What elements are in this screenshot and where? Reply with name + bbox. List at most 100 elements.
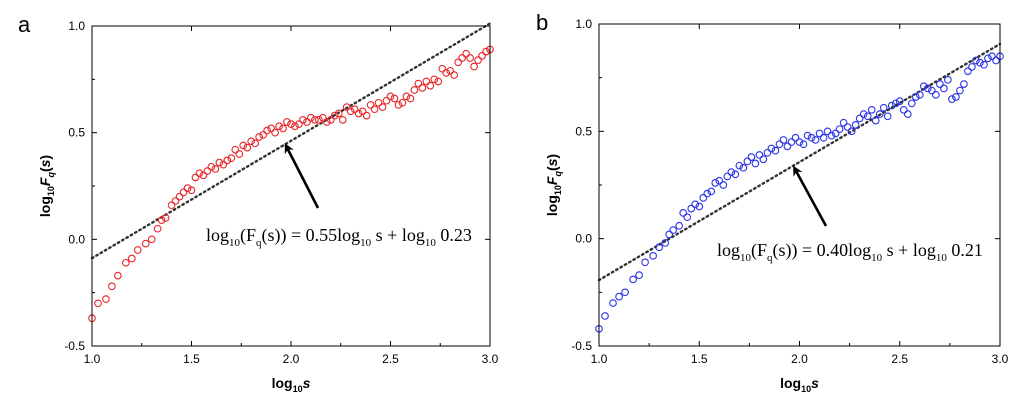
data-point [267, 124, 275, 133]
data-point [743, 157, 752, 166]
data-point [711, 179, 720, 187]
data-point [835, 125, 844, 134]
data-point [161, 214, 170, 222]
data-point [167, 201, 176, 210]
data-point [759, 155, 768, 164]
data-point [102, 295, 110, 303]
data-point [715, 176, 724, 185]
data-point [382, 96, 391, 105]
x-tick-label: 2.0 [791, 352, 808, 366]
data-point [980, 60, 988, 69]
data-point [410, 86, 419, 94]
data-point [422, 77, 431, 86]
data-point [695, 202, 704, 211]
data-point [707, 187, 716, 196]
panel-b: b 1.0 1.5 2.0 2.5 3.0 -0.5 0.0 0.5 1.0 log10slog10… [536, 10, 1009, 394]
data-point [147, 235, 156, 244]
data-point [827, 131, 836, 140]
data-point [799, 140, 808, 149]
y-tick-label: -0.5 [64, 339, 85, 353]
data-point [940, 84, 948, 93]
data-point [291, 122, 299, 131]
data-point [259, 130, 267, 139]
data-point [442, 69, 451, 77]
data-point [307, 113, 315, 122]
fit-line [90, 22, 492, 260]
data-point [203, 167, 212, 175]
data-point [121, 258, 130, 267]
data-point [919, 82, 928, 91]
data-point [972, 56, 980, 65]
data-point [454, 58, 463, 67]
data-point [815, 129, 824, 138]
data-point [960, 80, 968, 88]
data-point [287, 120, 295, 128]
data-point [303, 118, 311, 126]
data-point [763, 148, 772, 157]
data-point [944, 75, 952, 84]
data-point [470, 62, 478, 71]
data-point [114, 271, 122, 280]
data-point [629, 275, 637, 284]
data-point [183, 184, 192, 192]
data-point [191, 173, 200, 182]
data-point [342, 103, 351, 111]
data-point [311, 116, 319, 124]
data-point [641, 258, 649, 267]
data-point [386, 92, 395, 101]
data-point [295, 120, 303, 128]
panel-a: a 1.0 1.5 2.0 2.5 3.0 -0.5 0.0 0.5 1.0 log10slog10… [18, 12, 499, 394]
annotation-arrow [793, 165, 828, 227]
data-point [315, 116, 323, 124]
data-point [108, 282, 116, 291]
data-point [171, 197, 180, 205]
data-point [474, 56, 482, 64]
data-point [871, 116, 880, 125]
data-point [843, 123, 852, 131]
x-tick-label: 3.0 [992, 352, 1009, 366]
data-point [867, 106, 876, 114]
data-point [187, 186, 196, 195]
data-point [811, 136, 820, 144]
data-point [879, 103, 888, 112]
data-point [739, 163, 748, 172]
data-point [795, 138, 804, 146]
data-point [207, 162, 216, 171]
x-tick-label: 1.5 [183, 352, 200, 366]
data-point [952, 93, 960, 101]
data-point [398, 98, 407, 107]
data-point [927, 86, 936, 95]
data-point [771, 146, 780, 155]
data-point [855, 114, 864, 123]
data-point [478, 52, 486, 60]
data-point [915, 90, 924, 99]
data-point [378, 103, 387, 111]
data-point [153, 224, 162, 233]
data-point [243, 143, 252, 152]
data-point [655, 243, 664, 252]
data-point [374, 98, 383, 107]
data-point [275, 122, 283, 131]
data-point [94, 299, 102, 308]
data-point [418, 84, 427, 92]
data-point [907, 99, 916, 108]
data-point [438, 64, 447, 73]
data-point [669, 226, 678, 234]
data-point [458, 54, 466, 62]
data-point [988, 52, 996, 61]
data-point [227, 154, 236, 163]
data-point [807, 133, 816, 142]
data-point [299, 116, 307, 124]
data-point [823, 127, 832, 136]
data-point [466, 54, 474, 62]
x-tick-label: 1.0 [591, 352, 608, 366]
data-point [601, 312, 609, 320]
data-point [346, 107, 355, 116]
panel-label: b [536, 10, 548, 35]
data-point [462, 49, 470, 58]
data-point [179, 188, 188, 197]
data-point [255, 133, 264, 141]
data-point [968, 63, 976, 71]
data-point [839, 118, 848, 127]
data-point [779, 136, 788, 144]
